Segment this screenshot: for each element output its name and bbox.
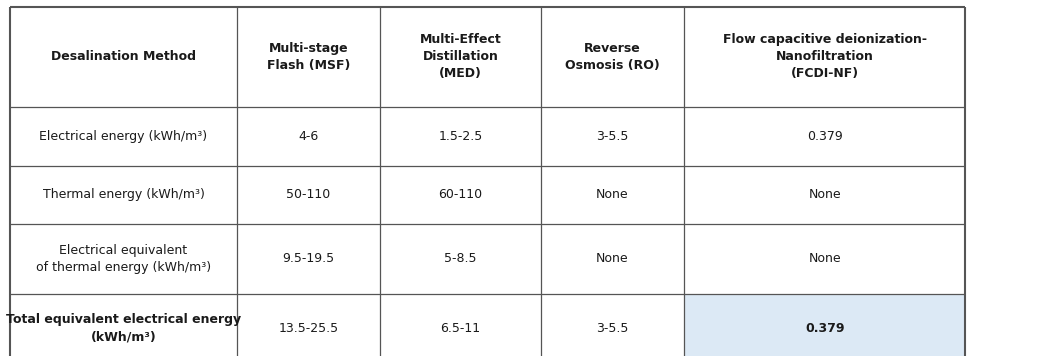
Bar	[380, 224, 541, 294]
Text: None: None	[596, 188, 629, 201]
Text: 3-5.5: 3-5.5	[596, 130, 629, 143]
Bar	[380, 107, 541, 166]
Bar	[541, 166, 684, 224]
Bar	[237, 224, 380, 294]
Bar	[10, 224, 237, 294]
Text: 1.5-2.5: 1.5-2.5	[438, 130, 483, 143]
Text: 0.379: 0.379	[804, 322, 845, 335]
Bar	[380, 294, 541, 356]
Bar	[541, 224, 684, 294]
Bar	[237, 294, 380, 356]
Bar	[237, 166, 380, 224]
Text: None: None	[596, 252, 629, 266]
Bar	[237, 107, 380, 166]
Text: 60-110: 60-110	[438, 188, 483, 201]
Text: 13.5-25.5: 13.5-25.5	[278, 322, 338, 335]
Text: 6.5-11: 6.5-11	[440, 322, 481, 335]
Bar	[541, 294, 684, 356]
Text: Flow capacitive deionization-
Nanofiltration
(FCDI-NF): Flow capacitive deionization- Nanofiltra…	[722, 33, 927, 80]
Text: Electrical energy (kWh/m³): Electrical energy (kWh/m³)	[39, 130, 208, 143]
Bar	[10, 166, 237, 224]
Bar	[10, 294, 237, 356]
Bar	[10, 107, 237, 166]
Text: Electrical equivalent
of thermal energy (kWh/m³): Electrical equivalent of thermal energy …	[36, 244, 211, 274]
Bar	[380, 7, 541, 107]
Bar	[684, 166, 965, 224]
Text: 4-6: 4-6	[298, 130, 319, 143]
Text: 50-110: 50-110	[286, 188, 330, 201]
Text: 5-8.5: 5-8.5	[444, 252, 476, 266]
Bar	[541, 7, 684, 107]
Bar	[541, 107, 684, 166]
Text: Reverse
Osmosis (RO): Reverse Osmosis (RO)	[565, 42, 660, 72]
Text: 0.379: 0.379	[807, 130, 843, 143]
Bar	[684, 7, 965, 107]
Bar	[684, 224, 965, 294]
Bar	[237, 7, 380, 107]
Text: Multi-Effect
Distillation
(MED): Multi-Effect Distillation (MED)	[419, 33, 501, 80]
Text: None: None	[809, 188, 841, 201]
Text: Thermal energy (kWh/m³): Thermal energy (kWh/m³)	[43, 188, 204, 201]
Text: 9.5-19.5: 9.5-19.5	[282, 252, 334, 266]
Bar	[684, 294, 965, 356]
Text: Desalination Method: Desalination Method	[51, 51, 196, 63]
Text: 3-5.5: 3-5.5	[596, 322, 629, 335]
Bar	[684, 107, 965, 166]
Text: Total equivalent electrical energy
(kWh/m³): Total equivalent electrical energy (kWh/…	[6, 313, 241, 344]
Bar	[10, 7, 237, 107]
Text: None: None	[809, 252, 841, 266]
Text: Multi-stage
Flash (MSF): Multi-stage Flash (MSF)	[267, 42, 350, 72]
Bar	[380, 166, 541, 224]
